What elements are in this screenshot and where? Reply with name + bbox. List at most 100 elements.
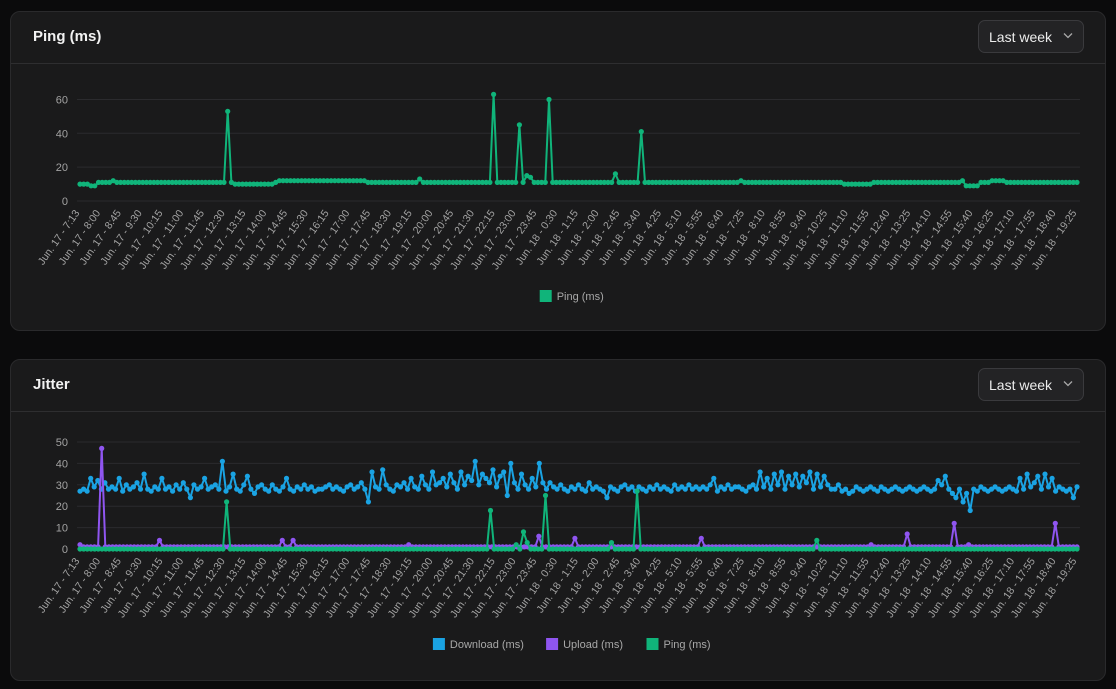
- ping-ms-point: [751, 546, 758, 552]
- download-ms-point: [123, 482, 129, 488]
- ping-ms-point: [391, 179, 397, 185]
- ping-ms-point: [268, 546, 274, 552]
- ping-ms-point: [657, 179, 663, 185]
- download-ms-point: [137, 486, 144, 492]
- upload-ms-point: [156, 537, 163, 543]
- ping-ms-point: [711, 546, 717, 552]
- ping-ms-point: [1026, 179, 1032, 185]
- ping-ms-point: [194, 546, 200, 552]
- jitter-range-select[interactable]: Last week: [978, 368, 1084, 401]
- ping-ms-point: [253, 546, 259, 552]
- download-ms-point: [173, 482, 179, 488]
- ping-ms-point: [861, 546, 868, 552]
- ping-ms-point: [1052, 546, 1058, 552]
- download-ms-point: [1070, 495, 1076, 501]
- ping-ms-point: [367, 546, 373, 552]
- ping-ms-point: [88, 546, 94, 552]
- download-ms-point: [942, 473, 948, 479]
- ping-ms-point: [465, 179, 471, 185]
- ping-ms-point: [875, 179, 881, 185]
- ping-ms-point: [295, 178, 301, 184]
- ping-ms-point: [407, 546, 413, 552]
- ping-ms-point: [663, 546, 670, 552]
- ping-ms-point: [420, 179, 426, 185]
- download-ms-point: [269, 482, 275, 488]
- ping-ms-point: [128, 546, 134, 552]
- chevron-down-icon: [1063, 381, 1073, 387]
- ping-ms-point: [1044, 179, 1051, 185]
- ping-ms-point: [779, 179, 785, 185]
- ping-ms-point: [993, 178, 999, 184]
- download-ms-point: [575, 482, 582, 488]
- ping-ms-point: [795, 546, 802, 552]
- download-ms-point: [547, 480, 553, 486]
- ping-ms-point: [759, 546, 765, 552]
- ping-ms-point: [432, 546, 439, 552]
- download-ms-point: [771, 471, 777, 477]
- ping-ms-point: [1037, 179, 1043, 185]
- ping-ms-point: [409, 179, 415, 185]
- ping-ms-point: [568, 546, 574, 552]
- download-ms-point: [241, 482, 247, 488]
- ping-ms-point: [1019, 546, 1025, 552]
- ping-ms-point: [685, 546, 692, 552]
- ping-ms-point: [623, 546, 629, 552]
- download-ms-point: [266, 488, 272, 494]
- ping-ms-point: [539, 546, 545, 552]
- ping-ms-point: [668, 179, 674, 185]
- ping-ms-point: [975, 546, 981, 552]
- download-ms-point: [843, 486, 849, 492]
- ping-ms-point: [979, 546, 985, 552]
- download-ms-point: [782, 486, 788, 492]
- ping-ms-point: [77, 546, 83, 552]
- ping-ms-point: [823, 179, 829, 185]
- download-ms-point: [793, 471, 799, 477]
- download-ms-point: [1038, 486, 1044, 492]
- ping-ms-point: [847, 546, 853, 552]
- ping-ms-point: [103, 179, 109, 185]
- ping-ms-point: [324, 178, 330, 184]
- ping-ms-point: [92, 183, 98, 189]
- download-ms-point: [540, 480, 546, 486]
- ping-ms-point: [446, 179, 452, 185]
- ping-ms-point: [440, 546, 446, 552]
- ping-ms-point: [350, 178, 356, 184]
- ping-ms-point: [801, 179, 807, 185]
- download-ms-point: [803, 480, 810, 486]
- ping-ms-point: [275, 546, 281, 552]
- ping-ms-point: [286, 546, 292, 552]
- ping-ms-point: [1019, 179, 1025, 185]
- ping-ms-point: [118, 179, 124, 185]
- ping-ms-point: [484, 546, 490, 552]
- ping-ms-point: [858, 546, 864, 552]
- ping-ms-point: [443, 546, 450, 552]
- ping-ms-point: [1001, 546, 1007, 552]
- download-ms-point: [533, 484, 539, 490]
- download-ms-point: [536, 460, 542, 466]
- download-ms-point: [187, 495, 193, 501]
- download-ms-point: [230, 471, 236, 477]
- ping-ms-point: [561, 179, 567, 185]
- ping-ms-point: [679, 179, 685, 185]
- ping-ms-point: [653, 179, 659, 185]
- download-ms-point: [340, 488, 347, 494]
- download-ms-point: [668, 488, 674, 494]
- ping-ms-point: [619, 546, 626, 552]
- ping-ms-point: [894, 546, 901, 552]
- ping-ms-point: [293, 546, 299, 552]
- ping-ms-point: [601, 546, 607, 552]
- ping-range-select[interactable]: Last week: [978, 20, 1084, 53]
- ping-ms-point: [147, 179, 153, 185]
- ping-ms-point: [531, 546, 538, 552]
- download-ms-point: [355, 484, 361, 490]
- ping-ms-point: [370, 546, 376, 552]
- ping-ms-point: [817, 546, 824, 552]
- ping-ms-point: [764, 179, 770, 185]
- ping-ms-point: [957, 546, 963, 552]
- ping-ms-point: [727, 179, 733, 185]
- ping-ms-point: [660, 546, 666, 552]
- download-ms-point: [415, 486, 421, 492]
- ping-ms-point: [550, 179, 556, 185]
- upload-ms-point: [698, 535, 704, 541]
- ping-ms-point: [436, 546, 442, 552]
